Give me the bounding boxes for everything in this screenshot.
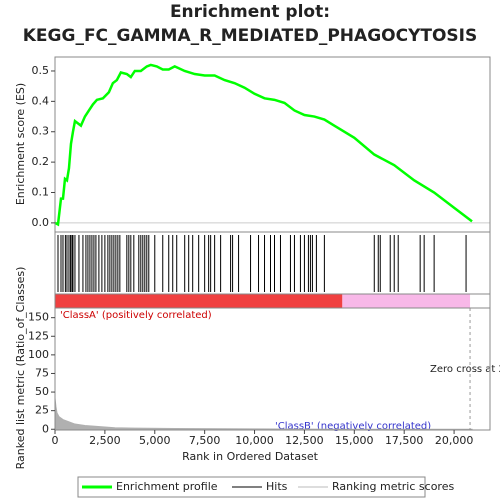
y-tick-label: 0.0 — [32, 216, 50, 229]
y2-tick-label: 50 — [35, 385, 49, 398]
x-tick-label: 20,000 — [435, 434, 474, 447]
y-tick-label: 0.3 — [32, 125, 50, 138]
y2-tick-label: 25 — [35, 404, 49, 417]
x-tick-label: 0 — [52, 434, 59, 447]
y2-tick-label: 0 — [42, 422, 49, 435]
y2-tick-label: 75 — [35, 366, 49, 379]
chart-title: KEGG_FC_GAMMA_R_MEDIATED_PHAGOCYTOSIS — [23, 26, 478, 46]
legend-label: Hits — [266, 480, 288, 493]
enrichment-line — [54, 63, 473, 227]
x-tick-label: 7,500 — [189, 434, 221, 447]
x-tick-label: 10,000 — [235, 434, 274, 447]
y-tick-label: 0.2 — [32, 155, 50, 168]
annotation: Zero cross at 2 — [430, 364, 500, 375]
annotation: 'ClassA' (positively correlated) — [60, 310, 212, 321]
y2-tick-label: 150 — [28, 311, 49, 324]
x-axis-label: Rank in Ordered Dataset — [182, 450, 319, 463]
class-bar — [55, 294, 343, 308]
x-tick-label: 12,500 — [285, 434, 324, 447]
y-tick-label: 0.4 — [32, 94, 50, 107]
legend-label: Enrichment profile — [116, 480, 218, 493]
y2-axis-label: Ranked list metric (Ratio_of_Classes) — [14, 267, 27, 470]
x-tick-label: 5,000 — [139, 434, 171, 447]
x-tick-label: 2,500 — [89, 434, 121, 447]
panel-frame — [54, 307, 491, 431]
legend-label: Ranking metric scores — [332, 480, 454, 493]
y2-tick-label: 125 — [28, 329, 49, 342]
class-bar — [342, 294, 471, 308]
chart-title: Enrichment plot: — [170, 2, 330, 22]
panel-frame — [54, 56, 491, 233]
annotation: 'ClassB' (negatively correlated) — [275, 421, 431, 432]
y-tick-label: 0.1 — [32, 186, 50, 199]
y2-tick-label: 100 — [28, 348, 49, 361]
x-tick-label: 15,000 — [335, 434, 374, 447]
y-tick-label: 0.5 — [32, 64, 50, 77]
x-tick-label: 17,500 — [385, 434, 424, 447]
y-axis-label: Enrichment score (ES) — [14, 83, 27, 205]
